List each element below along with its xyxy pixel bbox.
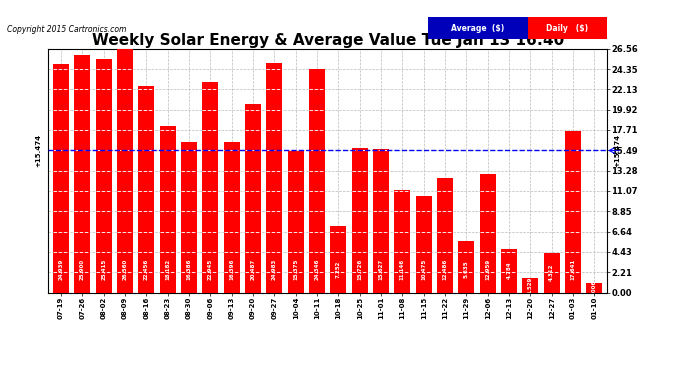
Bar: [224, 142, 239, 292]
Bar: [544, 253, 560, 292]
Bar: [352, 148, 368, 292]
Text: 25.415: 25.415: [101, 259, 106, 280]
Bar: [96, 59, 112, 292]
Bar: [522, 279, 538, 292]
Bar: [309, 69, 325, 292]
Bar: [288, 152, 304, 292]
Title: Weekly Solar Energy & Average Value Tue Jan 13 16:40: Weekly Solar Energy & Average Value Tue …: [92, 33, 564, 48]
Text: 16.396: 16.396: [229, 259, 235, 280]
Text: +15.474: +15.474: [35, 134, 41, 167]
Bar: [245, 105, 261, 292]
Text: Daily   ($): Daily ($): [546, 24, 589, 33]
Text: 24.983: 24.983: [272, 259, 277, 280]
Text: Average  ($): Average ($): [451, 24, 504, 33]
Text: 7.252: 7.252: [336, 261, 341, 278]
Bar: [117, 49, 133, 292]
Text: 4.784: 4.784: [506, 262, 511, 279]
Bar: [160, 126, 176, 292]
Text: 12.486: 12.486: [442, 259, 448, 280]
Text: 24.346: 24.346: [315, 259, 319, 280]
Text: 11.146: 11.146: [400, 259, 405, 280]
Bar: [586, 283, 602, 292]
Text: 1.529: 1.529: [528, 277, 533, 294]
Bar: [181, 142, 197, 292]
Bar: [75, 55, 90, 292]
Text: 12.959: 12.959: [485, 259, 490, 280]
Bar: [437, 178, 453, 292]
Text: 15.726: 15.726: [357, 259, 362, 280]
Text: 20.487: 20.487: [250, 259, 255, 280]
Text: 15.375: 15.375: [293, 259, 298, 280]
Text: 15.627: 15.627: [379, 259, 384, 280]
Bar: [565, 130, 581, 292]
Text: +15.474: +15.474: [615, 134, 620, 167]
Text: 22.456: 22.456: [144, 259, 149, 280]
Bar: [458, 241, 475, 292]
Text: 10.475: 10.475: [421, 259, 426, 280]
Bar: [331, 226, 346, 292]
Bar: [53, 64, 69, 292]
Bar: [480, 174, 495, 292]
Text: 18.182: 18.182: [166, 259, 170, 280]
Text: 1.006: 1.006: [592, 279, 597, 297]
Text: 16.386: 16.386: [186, 259, 192, 280]
Text: 17.641: 17.641: [571, 259, 575, 280]
Text: 24.939: 24.939: [59, 259, 63, 280]
Bar: [202, 82, 219, 292]
Bar: [416, 196, 432, 292]
Text: 25.900: 25.900: [80, 259, 85, 280]
Text: 22.945: 22.945: [208, 259, 213, 280]
Bar: [139, 86, 155, 292]
Text: 5.635: 5.635: [464, 261, 469, 278]
Bar: [501, 249, 517, 292]
Bar: [395, 190, 411, 292]
Text: Copyright 2015 Cartronics.com: Copyright 2015 Cartronics.com: [7, 25, 126, 34]
Bar: [373, 149, 389, 292]
Text: 4.312: 4.312: [549, 264, 554, 281]
Bar: [266, 63, 282, 292]
Text: 26.560: 26.560: [123, 259, 128, 280]
